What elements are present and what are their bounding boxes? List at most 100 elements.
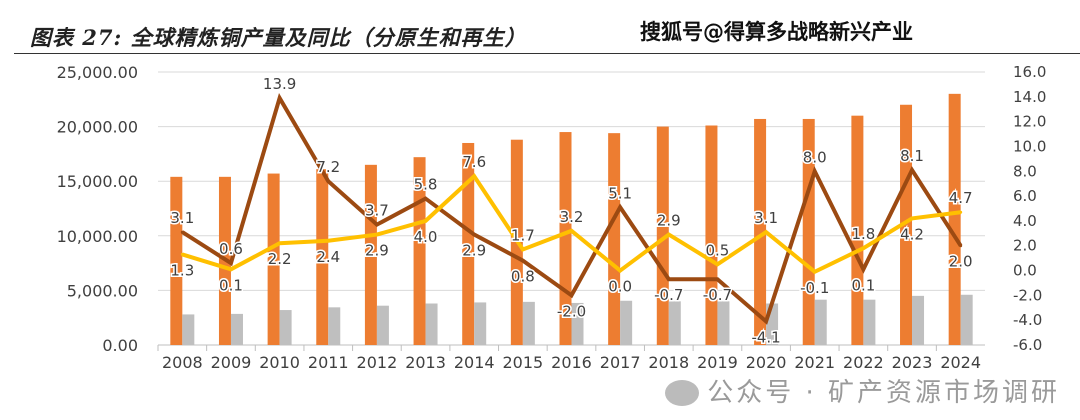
line-yellow-point xyxy=(180,252,184,256)
bar-orange-2019 xyxy=(705,125,718,346)
line-brown-point xyxy=(910,168,914,172)
right-tick-label: -2.0 xyxy=(1013,286,1042,304)
bar-orange-2014 xyxy=(462,142,475,345)
x-tick-label: 2024 xyxy=(940,353,981,372)
line-brown-point xyxy=(618,205,622,209)
right-tick-label: -4.0 xyxy=(1013,311,1042,329)
line-yellow-data-label: 0.0 xyxy=(608,278,632,296)
bar-gray-2008 xyxy=(182,314,195,345)
line-yellow-data-label: 4.0 xyxy=(414,228,438,246)
line-brown-data-label: 13.9 xyxy=(263,75,296,93)
right-tick-label: 6.0 xyxy=(1013,187,1037,205)
line-yellow-data-label: -0.1 xyxy=(800,279,829,297)
bar-gray-2016 xyxy=(571,302,584,345)
bar-gray-2011 xyxy=(328,307,341,345)
bar-orange-2008 xyxy=(170,176,183,345)
line-yellow-data-label: 1.3 xyxy=(170,261,194,279)
line-brown-point xyxy=(424,197,428,201)
line-yellow-point xyxy=(521,247,525,251)
line-brown-data-label: 7.2 xyxy=(316,158,340,176)
bar-orange-2011 xyxy=(316,169,329,345)
x-tick-label: 2012 xyxy=(357,353,398,372)
line-brown-point xyxy=(521,259,525,263)
right-tick-label: 2.0 xyxy=(1013,237,1037,255)
line-brown-point xyxy=(229,261,233,265)
line-yellow-data-label: 2.2 xyxy=(268,250,292,268)
line-brown-point xyxy=(375,223,379,227)
bar-gray-2014 xyxy=(474,302,487,345)
bar-orange-2018 xyxy=(656,126,669,345)
line-yellow-point xyxy=(424,219,428,223)
chart-title: 图表 27: 全球精炼铜产量及同比（分原生和再生） xyxy=(30,25,527,50)
line-yellow-point xyxy=(229,267,233,271)
line-brown-point xyxy=(180,230,184,234)
right-tick-label: 16.0 xyxy=(1013,63,1046,81)
line-yellow-point xyxy=(715,262,719,266)
left-tick-label: 25,000.00 xyxy=(57,63,138,82)
line-yellow-data-label: 1.7 xyxy=(511,226,535,244)
bar-orange-2022 xyxy=(851,115,864,346)
bar-gray-2022 xyxy=(863,299,876,345)
line-yellow-data-label: 3.1 xyxy=(754,209,778,227)
line-yellow-point xyxy=(764,230,768,234)
line-yellow-data-label: 3.2 xyxy=(560,208,584,226)
line-brown-data-label: 8.1 xyxy=(900,147,924,165)
watermark-bottom: 公众号 · 矿产资源市场调研 xyxy=(665,378,1060,408)
x-tick-label: 2009 xyxy=(211,353,252,372)
left-tick-label: 10,000.00 xyxy=(57,227,138,246)
line-brown-data-label: 5.1 xyxy=(608,184,632,202)
x-tick-label: 2013 xyxy=(405,353,446,372)
right-tick-label: 8.0 xyxy=(1013,162,1037,180)
line-yellow-data-label: 0.5 xyxy=(706,241,730,259)
left-tick-label: 20,000.00 xyxy=(57,118,138,137)
bar-orange-2020 xyxy=(754,118,767,346)
bar-gray-2017 xyxy=(620,300,633,345)
line-brown-data-label: 8.0 xyxy=(803,148,827,166)
bar-orange-2023 xyxy=(900,104,913,345)
title-divider xyxy=(14,53,1080,54)
line-brown-data-label: 5.8 xyxy=(414,176,438,194)
left-tick-label: 0.00 xyxy=(102,336,138,355)
line-brown-data-label: 3.7 xyxy=(365,202,389,220)
left-tick-label: 5,000.00 xyxy=(67,281,138,300)
wechat-icon xyxy=(665,380,700,406)
x-tick-label: 2016 xyxy=(551,353,592,372)
line-yellow-point xyxy=(375,233,379,237)
line-brown-data-label: -4.1 xyxy=(751,328,780,346)
bar-gray-2013 xyxy=(425,303,438,345)
line-brown-data-label: 0.6 xyxy=(219,240,243,258)
line-brown-point xyxy=(813,169,817,173)
x-tick-label: 2023 xyxy=(892,353,933,372)
line-brown-data-label: -0.7 xyxy=(654,286,683,304)
line-brown-point xyxy=(667,277,671,281)
right-tick-label: 10.0 xyxy=(1013,137,1046,155)
line-yellow-point xyxy=(278,241,282,245)
line-yellow-point xyxy=(472,174,476,178)
line-yellow-point xyxy=(813,270,817,274)
line-brown-data-label: 0.8 xyxy=(511,268,535,286)
line-brown-point xyxy=(959,244,963,248)
bar-orange-2012 xyxy=(364,164,377,345)
right-tick-label: 14.0 xyxy=(1013,88,1046,106)
x-tick-label: 2022 xyxy=(843,353,884,372)
bar-gray-2021 xyxy=(814,299,827,345)
line-yellow-data-label: 1.8 xyxy=(851,225,875,243)
left-tick-label: 15,000.00 xyxy=(57,172,138,191)
line-brown-data-label: 2.0 xyxy=(949,253,973,271)
line-yellow-data-label: 7.6 xyxy=(462,153,486,171)
line-brown-point xyxy=(764,319,768,323)
line-yellow-point xyxy=(570,229,573,233)
line-yellow-data-label: 4.2 xyxy=(900,225,924,243)
x-tick-label: 2017 xyxy=(600,353,641,372)
bar-gray-2009 xyxy=(230,313,243,345)
line-yellow-point xyxy=(910,216,914,220)
bar-gray-2010 xyxy=(279,310,292,345)
line-brown-data-label: 3.1 xyxy=(170,209,194,227)
right-tick-label: 4.0 xyxy=(1013,212,1037,230)
line-brown-data-label: -2.0 xyxy=(557,302,586,320)
right-tick-label: 12.0 xyxy=(1013,113,1046,131)
line-yellow-data-label: 4.7 xyxy=(949,189,973,207)
line-yellow-data-label: 2.9 xyxy=(657,212,681,230)
x-tick-label: 2018 xyxy=(648,353,689,372)
